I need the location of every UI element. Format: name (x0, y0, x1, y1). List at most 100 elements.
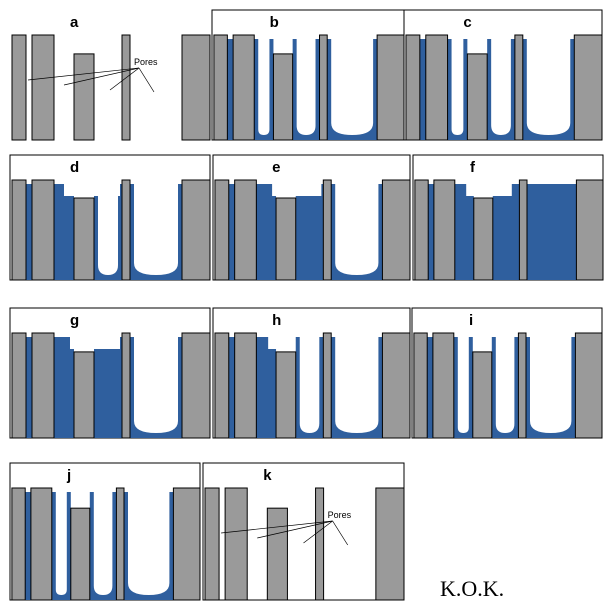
pillar (71, 508, 90, 600)
liquid (26, 184, 32, 280)
pillar (182, 35, 210, 140)
pillar (515, 35, 523, 140)
pillar (316, 488, 324, 600)
pillar (273, 54, 292, 140)
meniscus (458, 333, 469, 433)
pillar (323, 180, 331, 280)
pointer (333, 521, 348, 545)
liquid (428, 184, 434, 280)
pillar (576, 180, 603, 280)
pillar (12, 488, 25, 600)
meniscus (134, 333, 178, 433)
meniscus (128, 488, 169, 595)
liquid (94, 337, 122, 438)
meniscus (452, 35, 464, 135)
pillar (414, 333, 427, 438)
pillar (215, 180, 229, 280)
droplet-cap (64, 178, 120, 196)
meniscus (134, 180, 178, 275)
pillar (406, 35, 420, 140)
pillar (519, 180, 527, 280)
pillar (377, 35, 404, 140)
pillar (173, 488, 200, 600)
pillar (433, 333, 454, 438)
pillar (32, 333, 54, 438)
panel-label: c (463, 14, 471, 31)
pillar (32, 180, 54, 280)
pillar (235, 333, 257, 438)
pillar (12, 333, 26, 438)
panel-label: g (70, 312, 79, 329)
pillar (426, 35, 448, 140)
liquid (427, 337, 433, 438)
pillar (434, 180, 455, 280)
pillar (467, 54, 487, 140)
meniscus (335, 180, 378, 275)
pointer (139, 68, 154, 92)
panel-label: d (70, 159, 79, 176)
droplet-cap (70, 331, 120, 349)
liquid (229, 184, 235, 280)
panel-label: f (470, 159, 476, 176)
liquid (256, 184, 276, 280)
meniscus (258, 35, 269, 135)
panel-label: h (272, 312, 281, 329)
meniscus (491, 35, 511, 135)
meniscus (530, 333, 571, 433)
pillar (32, 35, 54, 140)
meniscus (300, 333, 320, 433)
droplet-cap (268, 331, 292, 349)
pillar (182, 180, 210, 280)
liquid (420, 39, 426, 140)
meniscus (297, 35, 316, 135)
liquid (229, 337, 235, 438)
pillar (376, 488, 404, 600)
pillar (225, 488, 247, 600)
liquid (527, 184, 576, 280)
pillar (116, 488, 124, 600)
pillar (276, 198, 296, 280)
liquid (296, 184, 324, 280)
panel-label: i (469, 312, 473, 329)
pillar (575, 333, 602, 438)
meniscus (94, 488, 113, 595)
liquid (227, 39, 233, 140)
pillar (122, 333, 130, 438)
liquid (26, 337, 32, 438)
pillar (122, 180, 130, 280)
pillar (382, 180, 410, 280)
pores-label: Pores (328, 510, 352, 520)
pillar (74, 198, 94, 280)
pillar (320, 35, 328, 140)
panel-label: k (263, 467, 272, 484)
pillar (474, 198, 493, 280)
meniscus (331, 35, 373, 135)
pillar (214, 35, 227, 140)
meniscus (496, 333, 515, 433)
pillar (473, 352, 492, 438)
panel-label: a (70, 14, 79, 31)
liquid (493, 184, 520, 280)
meniscus (56, 488, 67, 595)
panel-label: e (272, 159, 280, 176)
pillar (267, 508, 287, 600)
pillar (215, 333, 229, 438)
droplet-cap (466, 178, 512, 196)
pillar (276, 352, 296, 438)
liquid (256, 337, 276, 438)
pores-label: Pores (134, 57, 158, 67)
liquid (455, 184, 474, 280)
pillar (323, 333, 331, 438)
pillar (31, 488, 52, 600)
liquid (54, 184, 74, 280)
pillar (415, 180, 428, 280)
pillar (518, 333, 526, 438)
pillar (74, 54, 94, 140)
pillar (233, 35, 254, 140)
pillar (235, 180, 257, 280)
signature: K.O.K. (440, 576, 504, 601)
meniscus (335, 333, 378, 433)
panel-label: b (270, 14, 279, 31)
meniscus (527, 35, 570, 135)
pillar (205, 488, 219, 600)
